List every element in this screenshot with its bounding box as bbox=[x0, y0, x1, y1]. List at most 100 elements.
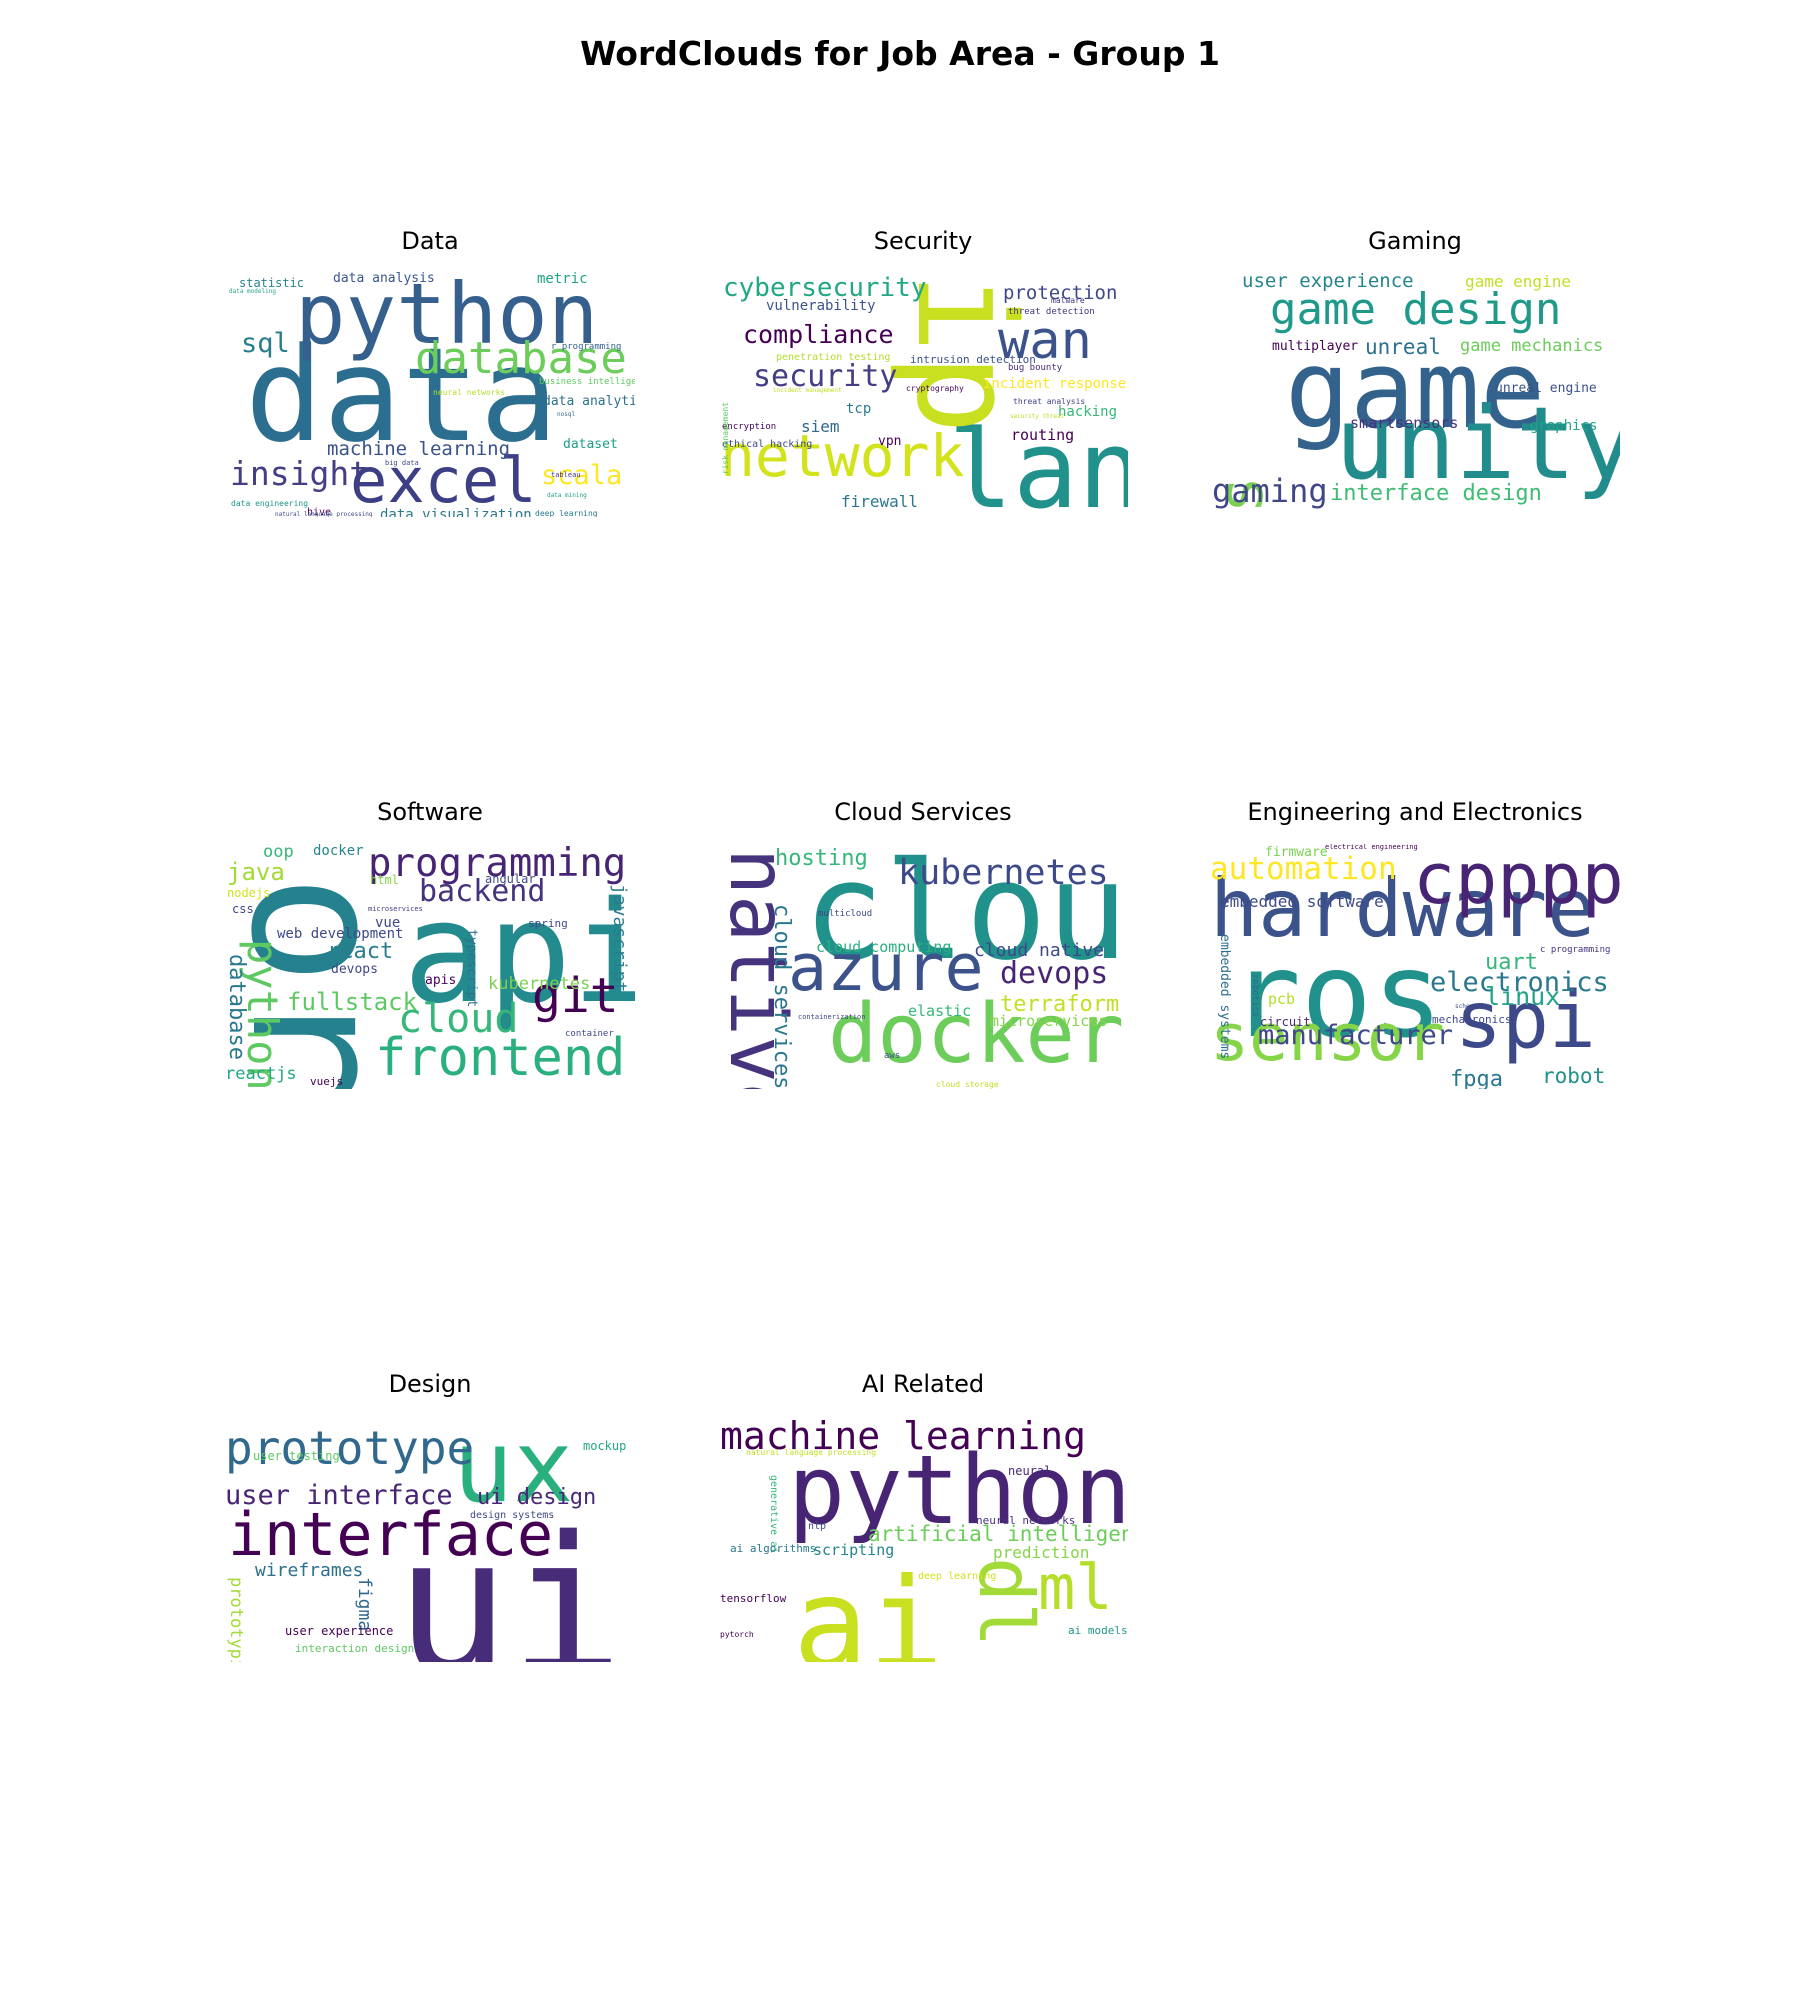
word: cloud services bbox=[769, 904, 794, 1089]
word: database bbox=[415, 333, 627, 384]
word: tcp bbox=[846, 401, 872, 417]
word: electronics bbox=[1430, 967, 1609, 998]
panel-title: Design bbox=[388, 1370, 472, 1398]
word: data mining bbox=[547, 492, 587, 499]
word: smartsensors bbox=[1350, 414, 1459, 432]
word: prototype bbox=[225, 1421, 475, 1475]
word: prototyping bbox=[226, 1577, 246, 1662]
word: scala bbox=[541, 460, 623, 491]
figure-title: WordClouds for Job Area - Group 1 bbox=[580, 34, 1220, 73]
panel-title: Software bbox=[377, 798, 483, 826]
word: multicloud bbox=[818, 909, 873, 919]
word: unreal bbox=[1365, 335, 1441, 359]
wordcloud-panel: ros hardware spi sensor cpppp automation elect… bbox=[1210, 844, 1620, 1089]
word: firewall bbox=[841, 492, 919, 511]
word: sql bbox=[241, 328, 290, 359]
word: data visualization bbox=[380, 507, 532, 517]
word: hacking bbox=[1058, 404, 1118, 420]
word: game mechanics bbox=[1460, 336, 1604, 356]
word: statistic bbox=[239, 276, 305, 290]
word: dataset bbox=[563, 437, 618, 452]
word: api bbox=[403, 872, 635, 1035]
word: ethical hacking bbox=[722, 439, 813, 450]
word: ml bbox=[1038, 1551, 1113, 1624]
word: machine learning bbox=[327, 438, 511, 460]
word: docker bbox=[313, 844, 364, 859]
word: kubernetes bbox=[488, 974, 591, 994]
word: insight bbox=[230, 454, 370, 493]
word: hardware bbox=[1210, 862, 1596, 955]
word: pytorch bbox=[720, 1630, 754, 1639]
word: prediction bbox=[993, 1543, 1090, 1562]
word: cloud bbox=[398, 996, 519, 1042]
word: security threat bbox=[1010, 413, 1065, 420]
word: pcb bbox=[1268, 990, 1296, 1008]
word: database bbox=[225, 954, 249, 1060]
word: fullstack bbox=[287, 988, 418, 1016]
word: business intelligence bbox=[539, 377, 635, 387]
word: apis bbox=[425, 973, 457, 988]
word: devops bbox=[331, 962, 378, 977]
word: multiplayer bbox=[1272, 339, 1359, 354]
word: user interface bbox=[225, 1480, 453, 1511]
word: microservices bbox=[368, 905, 423, 913]
word: unity bbox=[1335, 385, 1620, 502]
word: docker bbox=[828, 987, 1125, 1082]
word: ai models bbox=[1068, 1624, 1128, 1637]
word: terraform bbox=[1000, 992, 1120, 1017]
word: html bbox=[370, 873, 399, 887]
word: uart bbox=[1485, 950, 1538, 975]
word: metric bbox=[537, 272, 588, 287]
word: ai bbox=[793, 1552, 944, 1662]
word: data modeling bbox=[229, 288, 276, 295]
word: ai algorithms bbox=[730, 1542, 817, 1555]
word: robot bbox=[1542, 1064, 1606, 1088]
word: r programming bbox=[551, 342, 622, 352]
word: manufacturer bbox=[1258, 1020, 1454, 1051]
word: cloud storage bbox=[936, 1080, 999, 1089]
word: css bbox=[232, 902, 254, 916]
word: security bbox=[753, 359, 898, 394]
word: python bbox=[295, 272, 599, 363]
word: threat detection bbox=[1008, 307, 1095, 317]
word: big data bbox=[385, 459, 419, 467]
word: deep learning bbox=[535, 509, 598, 518]
word: graphics bbox=[1530, 418, 1598, 434]
wordcloud-panel: data python excel database insight sql scala ma… bbox=[225, 272, 635, 517]
panel-title: Cloud Services bbox=[834, 798, 1012, 826]
word: nosql bbox=[557, 411, 576, 418]
word: interaction design bbox=[295, 1642, 415, 1655]
word: spring bbox=[528, 917, 568, 930]
word: cpppp bbox=[1413, 844, 1620, 920]
word: encryption bbox=[722, 422, 777, 432]
word: oop bbox=[263, 844, 294, 862]
word: vulnerability bbox=[766, 298, 876, 314]
word: mechatronics bbox=[1432, 1013, 1512, 1026]
word: data bbox=[245, 319, 559, 471]
word: incident management bbox=[773, 387, 842, 394]
word: hosting bbox=[775, 846, 868, 871]
word: robotics bbox=[1250, 974, 1260, 1018]
word: compliance bbox=[743, 320, 894, 349]
word: react bbox=[327, 939, 394, 964]
word: cybersecurity bbox=[723, 273, 927, 303]
word: threat analysis bbox=[1013, 397, 1086, 406]
word: data analytics bbox=[543, 394, 635, 409]
word: intrusion detection bbox=[910, 353, 1036, 366]
word: deep learning bbox=[918, 1571, 997, 1582]
word: python bbox=[788, 1436, 1128, 1546]
word: neural networks bbox=[976, 1514, 1076, 1527]
word: frontend bbox=[375, 1028, 626, 1088]
word: container bbox=[565, 1029, 614, 1039]
word: cloud bbox=[803, 844, 1128, 990]
word: automation bbox=[1210, 851, 1397, 887]
word: wireframes bbox=[255, 1560, 364, 1581]
word: routing bbox=[1011, 426, 1075, 444]
word: machine learning bbox=[720, 1417, 1087, 1458]
word: risk management bbox=[721, 402, 730, 475]
word: natural language processing bbox=[275, 511, 373, 518]
word: user experience bbox=[285, 1624, 394, 1638]
word: javascript bbox=[609, 884, 630, 993]
word: kubernetes bbox=[898, 853, 1109, 893]
word: fpga bbox=[1450, 1067, 1503, 1090]
